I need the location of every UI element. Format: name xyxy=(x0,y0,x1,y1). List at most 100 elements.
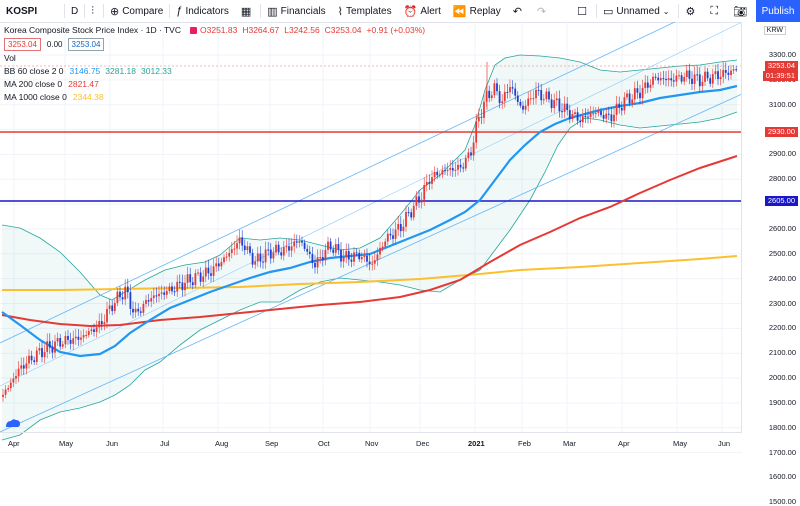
indicators-button[interactable]: ƒ Indicators xyxy=(170,0,234,22)
price-axis[interactable]: 3300.003200.003100.003000.002900.002800.… xyxy=(741,22,800,506)
price-tick-label: 1600.00 xyxy=(768,472,796,482)
candle-body xyxy=(696,74,699,76)
candle-body xyxy=(158,293,160,297)
interval-button[interactable]: D xyxy=(65,0,84,22)
candle-body xyxy=(641,87,644,99)
alarm-clock-icon: ⏰ xyxy=(403,5,418,18)
candle-body xyxy=(548,91,550,100)
candle-body xyxy=(475,121,478,143)
plus-circle-icon: ⊕ xyxy=(109,5,120,18)
time-tick-label: Dec xyxy=(416,439,430,448)
candle-body xyxy=(295,241,298,243)
candle-body xyxy=(467,152,470,159)
candle-body xyxy=(405,212,407,227)
expand-button[interactable]: ⛶ xyxy=(704,0,727,22)
candle-body xyxy=(597,111,600,113)
candle-body xyxy=(46,341,49,352)
divider xyxy=(595,4,597,18)
candle-body xyxy=(204,267,207,277)
bb-fill xyxy=(2,55,737,440)
candle-body xyxy=(269,249,272,259)
candle-body xyxy=(490,95,493,99)
templates-button[interactable]: ⌇ Templates xyxy=(332,0,398,22)
candle-body xyxy=(233,248,236,250)
layout-name-button[interactable]: ▭ Unnamed ⌄ xyxy=(597,0,678,22)
price-tick-label: 2800.00 xyxy=(768,174,796,184)
candle-body xyxy=(433,171,436,178)
candle-body xyxy=(41,348,43,358)
candle-body xyxy=(152,295,155,299)
settings-button[interactable]: ⚙ xyxy=(679,0,704,22)
indicator-templates-button[interactable]: ▦ xyxy=(235,0,260,22)
price-tick-label: 2500.00 xyxy=(768,248,796,258)
time-axis[interactable]: Apr May Jun Jul Aug Sep Oct Nov Dec 2021 Feb Mar Apr… xyxy=(0,432,742,454)
candle-body xyxy=(667,78,670,81)
candle-body xyxy=(446,169,449,171)
candle-body xyxy=(267,249,270,251)
price-tick-label: 3100.00 xyxy=(768,99,796,109)
candle-body xyxy=(449,168,452,170)
financials-button[interactable]: ▥ Financials xyxy=(261,0,331,22)
candle-body xyxy=(256,253,259,262)
candle-body xyxy=(501,101,504,104)
candle-body xyxy=(126,286,129,293)
candle-body xyxy=(129,292,132,309)
candle-body xyxy=(511,87,514,89)
redo-button[interactable]: ↷ xyxy=(531,0,555,22)
replay-button[interactable]: ⏪ Replay xyxy=(447,0,507,22)
compare-button[interactable]: ⊕ Compare xyxy=(104,0,169,22)
candle-body xyxy=(509,87,511,93)
buy-price-badge[interactable]: 3253.04 xyxy=(67,38,105,51)
candle-body xyxy=(334,244,337,253)
alert-button[interactable]: ⏰ Alert xyxy=(398,0,447,22)
candle-body xyxy=(28,355,30,364)
undo-icon: ↶ xyxy=(512,5,522,18)
price-tick-label: 2600.00 xyxy=(768,223,796,233)
candle-body xyxy=(389,233,392,236)
candle-body xyxy=(194,273,197,286)
candle-body xyxy=(7,388,10,390)
candle-body xyxy=(113,303,116,312)
candle-body xyxy=(644,82,647,88)
candle-body xyxy=(397,224,400,230)
sell-price-badge[interactable]: 3253.04 xyxy=(4,38,41,51)
time-tick-label: Jun xyxy=(106,439,119,448)
symbol-search[interactable]: KOSPI xyxy=(6,5,38,17)
candle-body xyxy=(134,308,137,313)
candle-body xyxy=(717,71,719,80)
candle-body xyxy=(730,70,732,76)
chart-style-button[interactable]: ⫶ xyxy=(85,0,103,22)
time-tick-label: May xyxy=(59,439,74,448)
candle-body xyxy=(230,249,233,253)
candle-body xyxy=(353,252,355,262)
time-tick-label: Aug xyxy=(215,439,229,448)
price-tick-label: 2100.00 xyxy=(768,348,796,358)
price-chart[interactable] xyxy=(0,22,800,453)
candle-body xyxy=(64,336,67,345)
candle-body xyxy=(628,93,631,104)
price-tick-label: 1500.00 xyxy=(768,497,796,506)
replay-label: Replay xyxy=(469,5,501,17)
candle-body xyxy=(2,394,4,397)
snapshot-button[interactable]: 📷︎ xyxy=(727,0,756,22)
fullscreen-button[interactable]: ☐ xyxy=(571,0,596,22)
candle-body xyxy=(529,98,532,100)
candle-body xyxy=(251,252,254,265)
candle-body xyxy=(532,98,535,100)
layout-icon: ▭ xyxy=(602,5,614,18)
candle-body xyxy=(363,255,366,258)
candle-body xyxy=(366,255,368,262)
candle-body xyxy=(563,103,566,112)
currency-label[interactable]: KRW xyxy=(763,26,786,35)
candle-body xyxy=(719,76,722,80)
candle-body xyxy=(147,300,150,302)
candle-body xyxy=(464,158,467,169)
candle-body xyxy=(618,103,621,108)
candle-body xyxy=(132,308,134,313)
publish-button[interactable]: Publish xyxy=(756,0,800,22)
candle-body xyxy=(709,78,712,84)
ma200-value: 2821.47 xyxy=(68,79,99,89)
price-tick-label: 1800.00 xyxy=(768,422,796,432)
undo-button[interactable]: ↶ xyxy=(507,0,531,22)
time-tick-label: Jul xyxy=(160,439,170,448)
